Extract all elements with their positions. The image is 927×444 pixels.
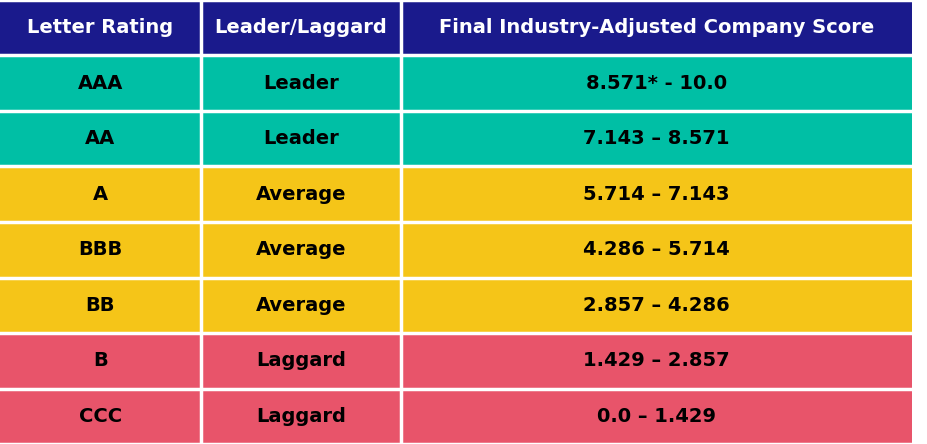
- Text: B: B: [93, 351, 108, 370]
- Text: BB: BB: [85, 296, 115, 315]
- FancyBboxPatch shape: [400, 0, 910, 56]
- Text: 0.0 – 1.429: 0.0 – 1.429: [596, 407, 716, 426]
- FancyBboxPatch shape: [200, 0, 400, 56]
- FancyBboxPatch shape: [0, 166, 200, 222]
- Text: Final Industry-Adjusted Company Score: Final Industry-Adjusted Company Score: [438, 18, 873, 37]
- FancyBboxPatch shape: [0, 388, 200, 444]
- FancyBboxPatch shape: [0, 278, 200, 333]
- FancyBboxPatch shape: [0, 111, 200, 166]
- FancyBboxPatch shape: [200, 166, 400, 222]
- Text: 2.857 – 4.286: 2.857 – 4.286: [582, 296, 729, 315]
- Text: Leader/Laggard: Leader/Laggard: [214, 18, 387, 37]
- FancyBboxPatch shape: [0, 56, 200, 111]
- Text: Average: Average: [255, 185, 346, 204]
- FancyBboxPatch shape: [400, 388, 910, 444]
- FancyBboxPatch shape: [0, 222, 200, 278]
- Text: BBB: BBB: [78, 240, 122, 259]
- Text: 1.429 – 2.857: 1.429 – 2.857: [582, 351, 729, 370]
- FancyBboxPatch shape: [200, 222, 400, 278]
- Text: 5.714 – 7.143: 5.714 – 7.143: [582, 185, 729, 204]
- Text: Letter Rating: Letter Rating: [27, 18, 173, 37]
- FancyBboxPatch shape: [200, 333, 400, 388]
- FancyBboxPatch shape: [200, 388, 400, 444]
- FancyBboxPatch shape: [200, 278, 400, 333]
- Text: Leader: Leader: [262, 74, 338, 93]
- Text: Average: Average: [255, 296, 346, 315]
- FancyBboxPatch shape: [400, 166, 910, 222]
- FancyBboxPatch shape: [200, 111, 400, 166]
- Text: AAA: AAA: [78, 74, 123, 93]
- FancyBboxPatch shape: [400, 333, 910, 388]
- Text: Average: Average: [255, 240, 346, 259]
- Text: 4.286 – 5.714: 4.286 – 5.714: [582, 240, 729, 259]
- Text: 8.571* - 10.0: 8.571* - 10.0: [585, 74, 726, 93]
- Text: A: A: [93, 185, 108, 204]
- Text: AA: AA: [85, 129, 115, 148]
- FancyBboxPatch shape: [400, 222, 910, 278]
- Text: Laggard: Laggard: [256, 407, 346, 426]
- FancyBboxPatch shape: [0, 333, 200, 388]
- FancyBboxPatch shape: [400, 56, 910, 111]
- Text: CCC: CCC: [79, 407, 121, 426]
- Text: 7.143 – 8.571: 7.143 – 8.571: [582, 129, 729, 148]
- Text: Leader: Leader: [262, 129, 338, 148]
- FancyBboxPatch shape: [0, 0, 200, 56]
- FancyBboxPatch shape: [400, 278, 910, 333]
- FancyBboxPatch shape: [200, 56, 400, 111]
- FancyBboxPatch shape: [400, 111, 910, 166]
- Text: Laggard: Laggard: [256, 351, 346, 370]
